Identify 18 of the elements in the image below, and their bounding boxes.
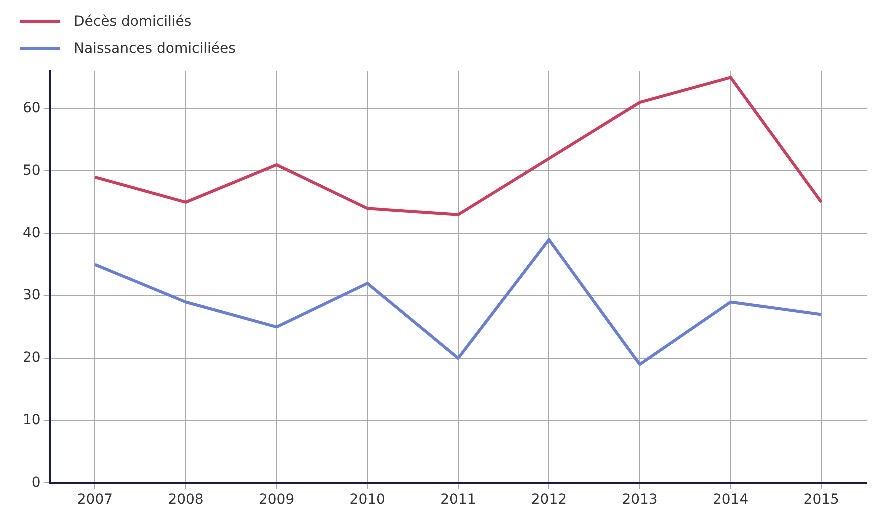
x-tick-label: 2014 xyxy=(712,492,749,508)
legend-label: Naissances domiciliées xyxy=(74,40,236,56)
y-tick-label: 20 xyxy=(22,350,41,366)
x-tick-label: 2011 xyxy=(440,492,476,508)
y-tick-label: 10 xyxy=(22,412,41,428)
x-tick-label: 2007 xyxy=(77,492,114,508)
x-tick-label: 2012 xyxy=(531,492,568,508)
x-tick-label: 2010 xyxy=(350,492,386,508)
x-tick-label: 2015 xyxy=(804,492,840,508)
x-tick-label: 2008 xyxy=(168,492,204,508)
x-tick-label: 2009 xyxy=(258,492,295,508)
y-tick-label: 50 xyxy=(22,162,41,179)
x-tick-label: 2013 xyxy=(622,492,658,508)
y-tick-label: 30 xyxy=(22,288,41,304)
y-tick-label: 0 xyxy=(32,474,41,491)
y-tick-label: 60 xyxy=(22,100,41,116)
y-tick-label: 40 xyxy=(22,225,41,242)
legend-label: Décès domiciliés xyxy=(74,14,192,30)
